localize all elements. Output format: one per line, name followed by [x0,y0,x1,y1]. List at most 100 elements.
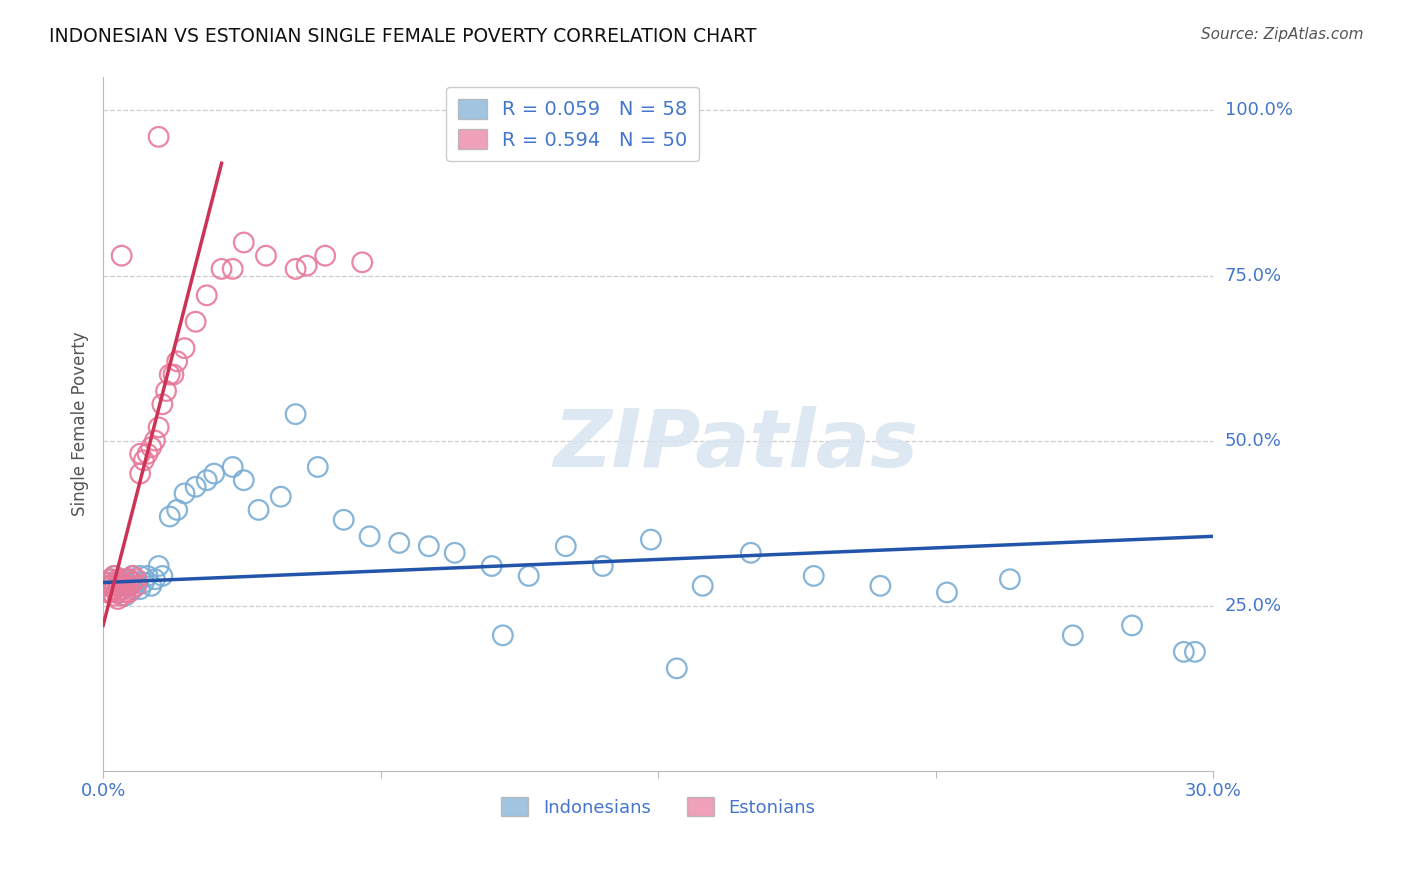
Point [221,460,243,475]
Point [103,575,125,590]
Point [232,235,254,250]
Point [114,579,136,593]
Point [107,572,129,586]
Point [307,460,329,475]
Point [295,259,318,273]
Point [869,579,891,593]
Point [173,341,195,355]
Point [159,509,181,524]
Point [96,575,118,590]
Point [998,572,1021,586]
Point [96,585,118,599]
Point [184,480,207,494]
Point [129,447,152,461]
Point [107,592,129,607]
Point [111,572,134,586]
Point [481,559,503,574]
Point [443,546,465,560]
Point [129,569,152,583]
Point [166,354,188,368]
Point [111,579,134,593]
Point [103,582,125,596]
Point [150,569,173,583]
Legend: Indonesians, Estonians: Indonesians, Estonians [494,790,823,824]
Point [100,579,122,593]
Point [332,513,354,527]
Point [100,579,122,593]
Point [103,589,125,603]
Point [103,569,125,583]
Point [121,575,143,590]
Point [740,546,762,560]
Point [173,486,195,500]
Point [211,261,233,276]
Point [132,575,155,590]
Point [118,579,141,593]
Point [803,569,825,583]
Point [284,407,307,421]
Point [184,315,207,329]
Point [129,582,152,596]
Point [111,589,134,603]
Point [1062,628,1084,642]
Point [100,572,122,586]
Text: ZIPatlas: ZIPatlas [554,406,918,483]
Point [554,539,576,553]
Point [148,559,170,574]
Point [359,529,381,543]
Text: 100.0%: 100.0% [1225,102,1292,120]
Text: 25.0%: 25.0% [1225,597,1282,615]
Point [195,288,218,302]
Point [1121,618,1143,632]
Point [254,249,277,263]
Point [111,575,134,590]
Point [148,129,170,144]
Point [221,261,243,276]
Point [125,572,148,586]
Point [155,384,177,398]
Point [114,585,136,599]
Point [492,628,515,642]
Point [114,572,136,586]
Point [118,572,141,586]
Point [136,569,159,583]
Point [1184,645,1206,659]
Point [129,467,152,481]
Point [592,559,614,574]
Point [159,368,181,382]
Point [141,579,163,593]
Point [121,582,143,596]
Point [202,467,225,481]
Point [665,661,688,675]
Point [284,261,307,276]
Point [270,490,292,504]
Point [141,440,163,454]
Point [388,536,411,550]
Point [111,582,134,596]
Point [1173,645,1195,659]
Text: Source: ZipAtlas.com: Source: ZipAtlas.com [1201,27,1364,42]
Point [121,569,143,583]
Point [166,503,188,517]
Point [96,575,118,590]
Point [107,585,129,599]
Text: 50.0%: 50.0% [1225,432,1281,450]
Point [352,255,374,269]
Point [143,434,166,448]
Point [100,572,122,586]
Point [118,579,141,593]
Text: 75.0%: 75.0% [1225,267,1282,285]
Point [103,569,125,583]
Point [314,249,336,263]
Text: INDONESIAN VS ESTONIAN SINGLE FEMALE POVERTY CORRELATION CHART: INDONESIAN VS ESTONIAN SINGLE FEMALE POV… [49,27,756,45]
Point [107,579,129,593]
Point [125,579,148,593]
Point [418,539,440,553]
Point [150,397,173,411]
Point [103,582,125,596]
Point [640,533,662,547]
Point [148,420,170,434]
Point [114,589,136,603]
Point [96,579,118,593]
Point [100,585,122,599]
